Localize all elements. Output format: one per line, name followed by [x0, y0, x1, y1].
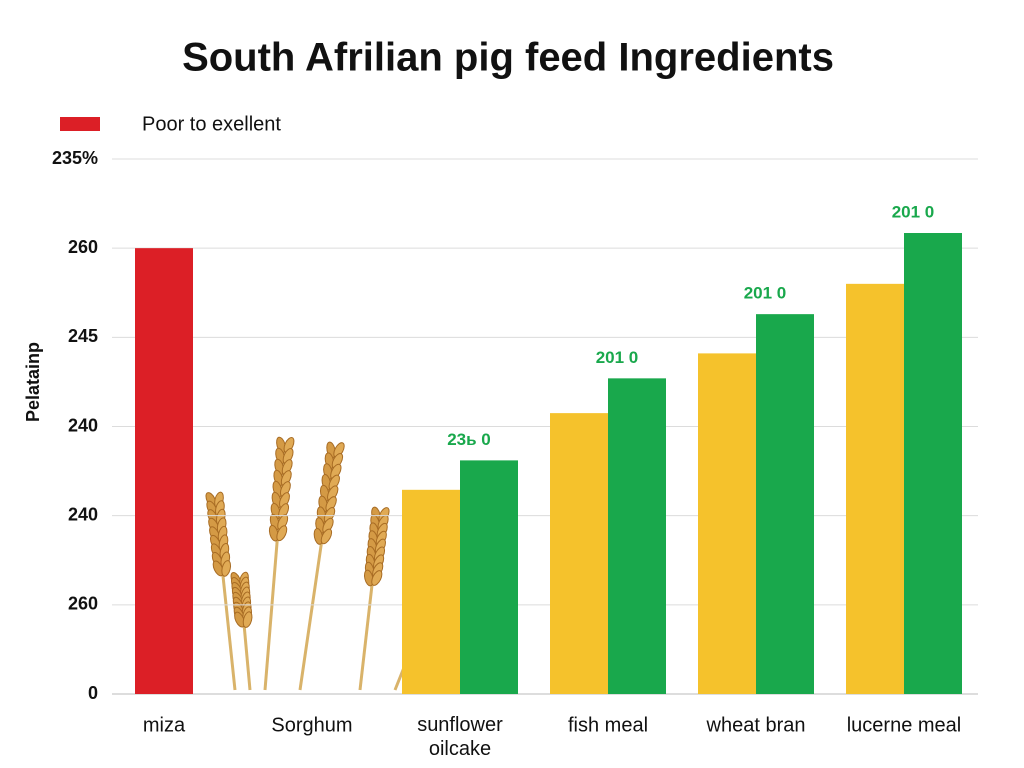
y-tick-label: 245	[68, 326, 98, 346]
bar	[460, 460, 518, 694]
wheat-grain	[234, 611, 246, 628]
bar-annotation: 201 0	[596, 348, 639, 367]
y-tick-label: 0	[88, 683, 98, 703]
x-tick-label: sunflower oilcake	[417, 714, 503, 760]
wheat-grain	[242, 611, 253, 628]
legend-swatch	[60, 117, 100, 131]
bar	[846, 283, 904, 694]
wheat-grain	[276, 525, 288, 542]
y-tick-label: 260	[68, 594, 98, 614]
bar	[904, 233, 962, 694]
bar	[135, 248, 193, 694]
x-tick-label: wheat bran	[706, 714, 806, 736]
x-tick-label: lucerne meal	[847, 714, 962, 736]
wheat-grain	[221, 560, 232, 577]
bar	[698, 353, 756, 694]
bar	[756, 314, 814, 694]
x-tick-label: miza	[143, 714, 186, 736]
y-tick-label: 260	[68, 237, 98, 257]
y-tick-label: 235%	[52, 148, 98, 168]
bar	[550, 413, 608, 694]
bar-annotation: 201 0	[744, 284, 787, 303]
wheat-decoration	[205, 436, 456, 691]
y-tick-label: 240	[68, 504, 98, 524]
bar	[608, 378, 666, 694]
x-tick-label: fish meal	[568, 714, 648, 736]
bar-annotation: 201 0	[892, 202, 935, 221]
chart-title: South Afrilian pig feed Ingredients	[182, 36, 834, 80]
bar	[402, 489, 460, 694]
wheat-grain	[212, 560, 224, 577]
wheat-grain	[320, 528, 333, 545]
wheat-grain	[371, 570, 383, 586]
y-tick-label: 240	[68, 415, 98, 435]
bar-annotation: 23ь 0	[447, 430, 491, 449]
x-tick-label: Sorghum	[271, 714, 352, 736]
wheat-stem	[263, 444, 287, 691]
legend-label: Poor to exellent	[142, 113, 281, 135]
y-axis-label: Pelatainp	[23, 342, 43, 422]
